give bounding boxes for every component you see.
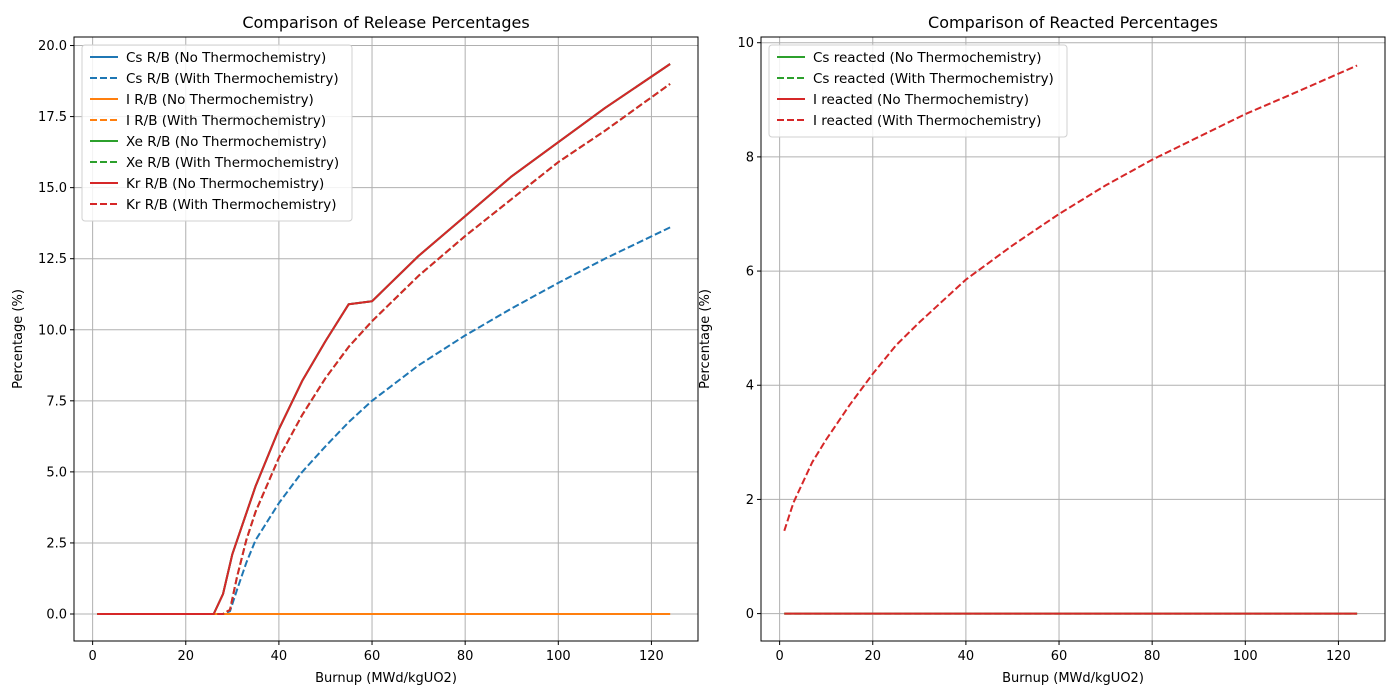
series-line-6 bbox=[97, 63, 671, 615]
release-chart: 0 20 40 60 80 100 120 0.0 2.5 5.0 7.5 10.0 12.5 15.0 1… bbox=[11, 13, 699, 686]
x-tick-label: 100 bbox=[546, 649, 571, 664]
y-tick-label: 4 bbox=[746, 379, 754, 394]
y-tick-label: 12.5 bbox=[38, 252, 67, 267]
y-tick-label: 2.5 bbox=[46, 536, 67, 551]
y-tick-label: 7.5 bbox=[46, 394, 67, 409]
y-tick-label: 8 bbox=[746, 150, 754, 165]
series-line-1 bbox=[97, 226, 671, 615]
legend: Cs reacted (No Thermochemistry) Cs reacte… bbox=[768, 44, 1068, 138]
grid bbox=[761, 37, 1385, 641]
legend-label-1: Cs R/B (With Thermochemistry) bbox=[126, 71, 339, 87]
x-tick-label: 40 bbox=[271, 649, 288, 664]
y-tick-label: 0 bbox=[746, 607, 754, 622]
x-tick-label: 80 bbox=[1144, 649, 1161, 664]
y-tick-label: 0.0 bbox=[46, 607, 67, 622]
x-tick-label: 120 bbox=[639, 649, 664, 664]
plot-frame bbox=[760, 36, 1386, 642]
reacted-chart: 0 20 40 60 80 100 120 0 2 4 6 8 10 Comparison of Reac… bbox=[698, 13, 1386, 686]
legend-label-2: I reacted (No Thermochemistry) bbox=[813, 92, 1029, 108]
x-axis-label: Burnup (MWd/kgUO2) bbox=[1002, 671, 1144, 686]
series-line-7 bbox=[97, 83, 671, 615]
chart-title: Comparison of Release Percentages bbox=[242, 13, 529, 32]
legend-label-4: Xe R/B (No Thermochemistry) bbox=[126, 134, 327, 150]
legend-label-0: Cs reacted (No Thermochemistry) bbox=[813, 50, 1042, 66]
x-tick-label: 100 bbox=[1233, 649, 1258, 664]
y-tick-label: 10 bbox=[737, 36, 754, 51]
y-tick-label: 5.0 bbox=[46, 465, 67, 480]
legend-box bbox=[768, 44, 1068, 138]
legend-label-3: I R/B (With Thermochemistry) bbox=[126, 113, 326, 129]
x-tick-label: 20 bbox=[177, 649, 194, 664]
legend: Cs R/B (No Thermochemistry) Cs R/B (With … bbox=[81, 44, 353, 222]
legend-label-6: Kr R/B (No Thermochemistry) bbox=[126, 176, 324, 192]
legend-label-3: I reacted (With Thermochemistry) bbox=[813, 113, 1041, 129]
x-tick-label: 20 bbox=[864, 649, 881, 664]
y-tick-label: 6 bbox=[746, 265, 754, 280]
legend-label-5: Xe R/B (With Thermochemistry) bbox=[126, 155, 339, 171]
y-tick-label: 20.0 bbox=[38, 39, 67, 54]
x-axis-label: Burnup (MWd/kgUO2) bbox=[315, 671, 457, 686]
legend-label-7: Kr R/B (With Thermochemistry) bbox=[126, 197, 337, 213]
grid bbox=[74, 37, 698, 641]
y-tick-label: 2 bbox=[746, 493, 754, 508]
y-tick-label: 15.0 bbox=[38, 181, 67, 196]
x-tick-label: 60 bbox=[364, 649, 381, 664]
legend-label-2: I R/B (No Thermochemistry) bbox=[126, 92, 314, 108]
x-tick-label: 80 bbox=[457, 649, 474, 664]
chart-title: Comparison of Reacted Percentages bbox=[928, 13, 1218, 32]
y-tick-label: 17.5 bbox=[38, 110, 67, 125]
legend-label-0: Cs R/B (No Thermochemistry) bbox=[126, 50, 326, 66]
x-tick-label: 0 bbox=[775, 649, 783, 664]
plot-frame bbox=[73, 36, 699, 642]
x-tick-label: 60 bbox=[1051, 649, 1068, 664]
series-line-3 bbox=[783, 64, 1358, 532]
legend-label-1: Cs reacted (With Thermochemistry) bbox=[813, 71, 1054, 87]
y-axis-label: Percentage (%) bbox=[698, 289, 713, 389]
x-tick-label: 0 bbox=[88, 649, 96, 664]
legend-box bbox=[81, 44, 353, 222]
x-tick-label: 40 bbox=[958, 649, 975, 664]
y-tick-label: 10.0 bbox=[38, 323, 67, 338]
y-axis-label: Percentage (%) bbox=[11, 289, 26, 389]
x-tick-label: 120 bbox=[1326, 649, 1351, 664]
